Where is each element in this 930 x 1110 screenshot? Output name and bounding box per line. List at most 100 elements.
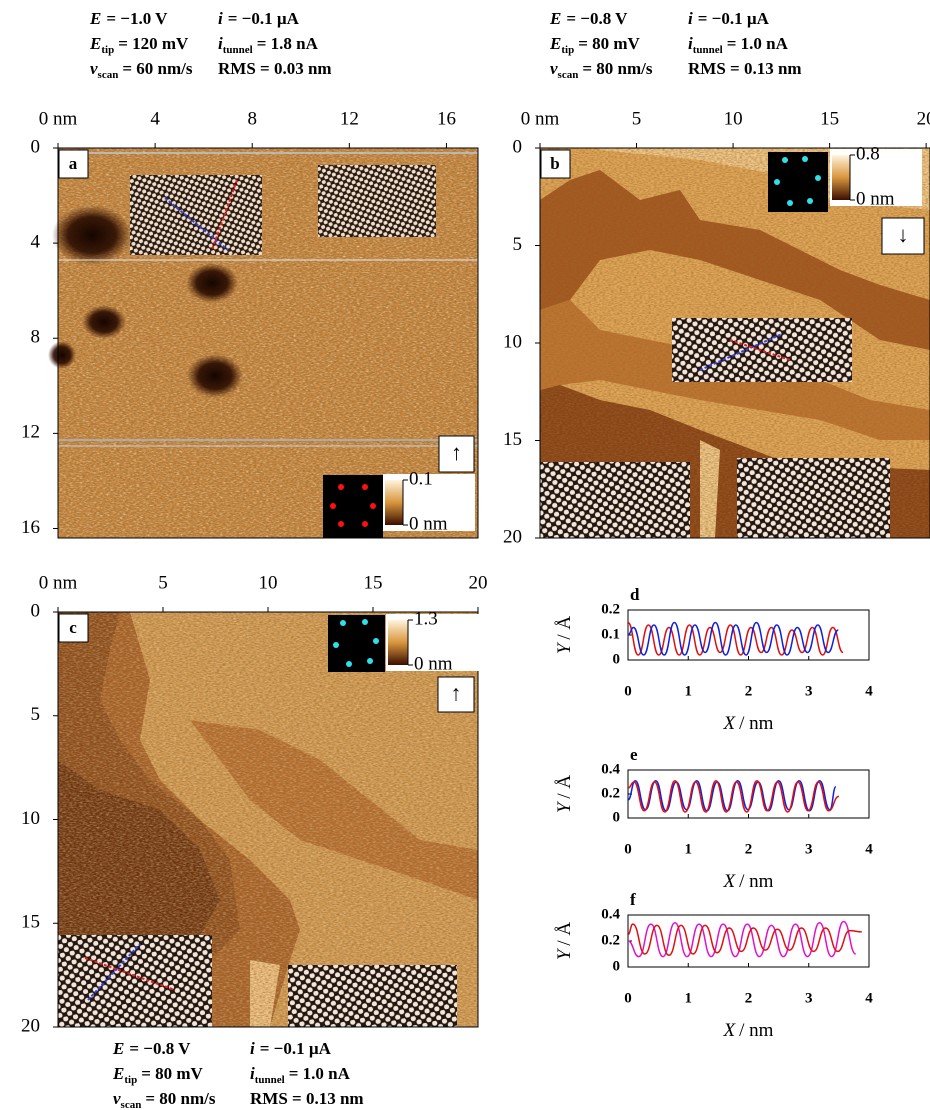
parameter: RMS = 0.03 nm <box>218 59 332 78</box>
parameter-text: RMS = 0.03 nm <box>218 59 332 78</box>
x-axis-unit: / nm <box>739 1020 774 1041</box>
x-axis-unit: / nm <box>739 713 774 734</box>
parameter: E= −1.0 V <box>89 9 168 28</box>
panel-label: d <box>630 585 640 604</box>
y-tick-label: 10 <box>21 808 40 829</box>
parameter: RMS = 0.13 nm <box>250 1089 364 1108</box>
x-tick-label: 0 nm <box>521 108 560 129</box>
parameter: i= −0.1 µA <box>688 9 770 28</box>
y-tick-label: 15 <box>503 429 522 450</box>
colorbar-label: 0 nm <box>414 653 453 674</box>
y-tick-label: 0 <box>31 600 41 621</box>
parameter-subscript: tunnel <box>693 44 723 56</box>
parameter-value: = 80 mV <box>578 34 640 53</box>
x-tick-label: 0 nm <box>39 572 78 593</box>
parameter-symbol: i <box>250 1039 255 1058</box>
colorbar-label: 0.8 <box>856 143 880 164</box>
y-axis-label: Y/ Å <box>554 775 575 814</box>
y-axis-label: Y/ Å <box>554 922 575 961</box>
y-tick-label: 0.4 <box>601 761 620 777</box>
parameter: itunnel= 1.0 nA <box>250 1064 351 1086</box>
y-tick-label: 5 <box>31 704 41 725</box>
scan-arrow: ↑ <box>451 681 462 706</box>
parameter: itunnel= 1.8 nA <box>218 34 319 56</box>
parameter-symbol: E <box>112 1039 124 1058</box>
y-axis-label: Y/ Å <box>554 616 575 655</box>
parameter: E = −0.8 V <box>549 9 628 28</box>
y-tick-label: 0.2 <box>601 601 620 617</box>
parameter-value: = −0.1 µA <box>260 1039 332 1058</box>
x-axis-unit: / nm <box>739 871 774 892</box>
x-tick-label: 0 <box>624 683 632 699</box>
parameter-value: = 80 mV <box>141 1064 203 1083</box>
x-tick-label: 12 <box>340 108 359 129</box>
x-tick-label: 4 <box>865 841 873 857</box>
y-axis-symbol: Y <box>554 641 575 654</box>
colorbar <box>388 620 408 665</box>
y-axis-unit: / Å <box>554 775 575 799</box>
parameter-subscript: scan <box>558 69 579 81</box>
parameter-value: = 80 nm/s <box>582 59 653 78</box>
colorbar-label: 1.3 <box>414 608 438 629</box>
y-tick-label: 10 <box>503 331 522 352</box>
x-tick-label: 10 <box>724 108 743 129</box>
y-tick-label: 0 <box>513 136 523 157</box>
parameter-symbol: i <box>688 9 693 28</box>
parameter-symbol: E <box>89 9 101 28</box>
parameter-subscript: tunnel <box>223 44 253 56</box>
parameter-value: = 1.0 nA <box>289 1064 351 1083</box>
parameter-symbol: E <box>549 34 561 53</box>
x-tick-label: 1 <box>685 683 693 699</box>
y-tick-label: 0 <box>31 136 41 157</box>
x-tick-label: 15 <box>820 108 839 129</box>
x-axis-label: X/ nm <box>723 713 774 734</box>
y-tick-label: 4 <box>31 231 41 252</box>
parameter-symbol: E <box>112 1064 124 1083</box>
parameter-subscript: tunnel <box>255 1074 285 1086</box>
x-tick-label: 20 <box>917 108 930 129</box>
parameter-subscript: scan <box>98 69 119 81</box>
colorbar-label: 0 nm <box>856 188 895 209</box>
x-tick-label: 3 <box>805 841 813 857</box>
x-axis-symbol: X <box>723 1020 737 1041</box>
panel-label: c <box>69 618 77 637</box>
panel-label: b <box>550 154 559 173</box>
x-tick-label: 4 <box>150 108 160 129</box>
parameter-value: = 80 nm/s <box>145 1089 216 1108</box>
y-tick-label: 15 <box>21 912 40 933</box>
y-tick-label: 0.4 <box>601 906 620 922</box>
parameter-symbol: E <box>89 34 101 53</box>
parameter-subscript: scan <box>121 1099 142 1110</box>
x-tick-label: 3 <box>805 990 813 1006</box>
panel-label: a <box>69 154 78 173</box>
parameter-value: = 1.8 nA <box>257 34 319 53</box>
parameter: Etip= 120 mV <box>89 34 189 56</box>
parameter: vscan= 80 nm/s <box>113 1089 216 1110</box>
y-tick-label: 12 <box>21 422 40 443</box>
x-tick-label: 0 <box>624 990 632 1006</box>
x-tick-label: 10 <box>259 572 278 593</box>
y-tick-label: 20 <box>503 526 522 547</box>
parameter-value: = 1.0 nA <box>727 34 789 53</box>
parameter: vscan= 60 nm/s <box>90 59 193 81</box>
colorbar-label: 0 nm <box>409 513 448 534</box>
y-tick-label: 0.1 <box>601 626 620 642</box>
y-tick-label: 0 <box>613 958 621 974</box>
parameter: vscan= 80 nm/s <box>550 59 653 81</box>
panel-label: f <box>630 890 636 909</box>
y-axis-symbol: Y <box>554 947 575 960</box>
x-tick-label: 5 <box>158 572 168 593</box>
colorbar <box>832 155 850 200</box>
x-axis-symbol: X <box>723 871 737 892</box>
y-tick-label: 5 <box>513 234 523 255</box>
parameter-symbol: i <box>218 9 223 28</box>
parameter-symbol: E <box>549 9 561 28</box>
x-tick-label: 3 <box>805 683 813 699</box>
x-tick-label: 5 <box>632 108 642 129</box>
parameter-value: = 120 mV <box>118 34 189 53</box>
parameter: Etip= 80 mV <box>112 1064 204 1086</box>
x-tick-label: 16 <box>437 108 456 129</box>
parameter-value: = −0.8 V <box>566 9 628 28</box>
scan-arrow: ↑ <box>451 440 462 465</box>
parameter-subscript: tip <box>561 44 574 56</box>
